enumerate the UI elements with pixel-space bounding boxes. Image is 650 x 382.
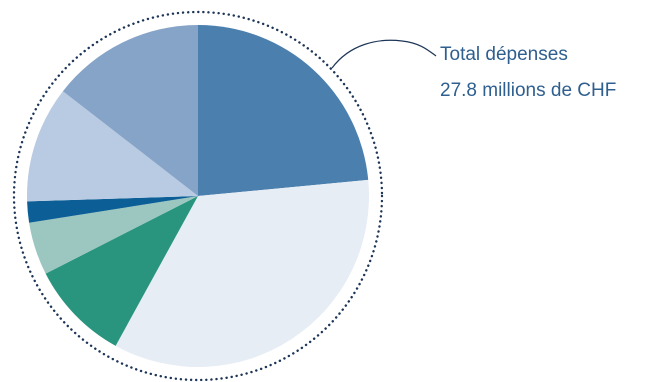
pie-slice-4 [29,196,199,274]
annotation-leader-line [331,39,437,69]
annotation-line-1: Total dépenses [440,44,568,65]
pie-slices [26,25,370,367]
pie-slice-3 [45,196,199,346]
annotation-line-2: 27.8 millions de CHF [440,80,616,101]
pie-slice-5 [27,196,198,223]
pie-slice-7 [62,25,199,196]
outer-dotted-ring [12,10,384,382]
pie-slice-1 [198,25,369,196]
pie-slice-2 [115,179,370,367]
pie-slice-6 [26,91,198,202]
